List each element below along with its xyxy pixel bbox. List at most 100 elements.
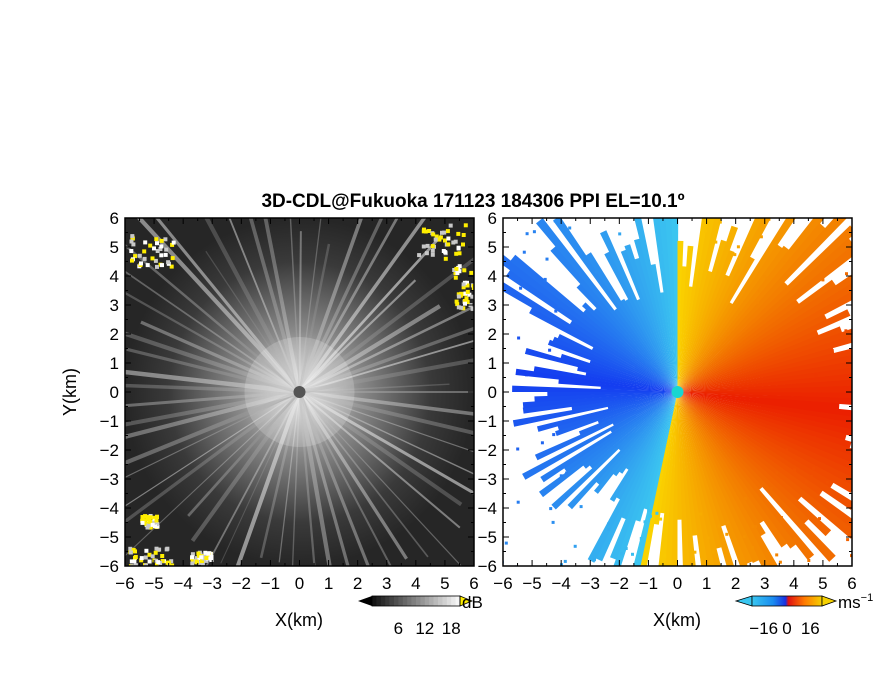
velocity-sector <box>677 385 852 393</box>
echo-cell <box>154 558 159 563</box>
echo-cell <box>434 234 439 239</box>
velocity-sector <box>578 392 678 436</box>
velocity-speckle-cell <box>789 257 792 261</box>
velocity-speckle-cell <box>835 173 838 176</box>
echo-cell <box>446 236 451 241</box>
velocity-speckle-cell <box>573 544 577 548</box>
velocity-speckle-cell <box>611 134 614 137</box>
velocity-sector <box>677 392 771 566</box>
velocity-speckle-cell <box>797 618 800 621</box>
echo-cell <box>128 550 133 555</box>
echo-cell <box>155 264 159 269</box>
y-tick-label: −5 <box>100 528 119 547</box>
velocity-speckle-cell <box>754 525 757 529</box>
velocity-speckle-cell <box>830 349 834 353</box>
velocity-sector <box>625 392 678 470</box>
velocity-speckle-cell <box>693 550 697 554</box>
velocity-sector <box>677 326 843 392</box>
echo-cell <box>130 234 135 239</box>
reflectivity-ray <box>140 320 301 394</box>
reflectivity-ray <box>235 391 302 566</box>
reflectivity-ray <box>125 243 301 393</box>
velocity-sector <box>536 218 678 392</box>
velocity-speckle-cell <box>759 235 763 239</box>
reflectivity-ray <box>298 304 441 394</box>
velocity-speckle-cell <box>807 559 811 562</box>
velocity-sector <box>677 245 852 392</box>
echo-cell <box>430 252 435 257</box>
echo-cell <box>433 237 438 242</box>
velocity-sector <box>585 252 678 392</box>
velocity-speckle-cell <box>859 252 862 255</box>
echo-cell <box>443 256 448 261</box>
echo-cell <box>154 237 159 242</box>
velocity-sector <box>610 392 678 433</box>
echo-cell <box>163 252 168 257</box>
velocity-sector <box>550 246 678 392</box>
velocity-speckle-cell <box>796 193 799 196</box>
colorbar-step <box>372 596 377 606</box>
velocity-speckle-cell <box>871 491 874 494</box>
velocity-sector <box>624 244 678 392</box>
reflectivity-ray <box>298 243 331 393</box>
x-tick-label: −4 <box>173 574 192 593</box>
velocity-sector <box>547 391 678 397</box>
echo-cell <box>194 559 199 564</box>
colorbar-unit-exponent: −1 <box>861 592 874 604</box>
velocity-speckle-cell <box>821 278 825 282</box>
velocity-speckle-cell <box>655 511 659 515</box>
velocity-speckle-cell <box>614 620 617 623</box>
colorbar-over-arrow <box>821 595 838 607</box>
velocity-speckle-cell <box>549 507 553 511</box>
echo-cell <box>196 551 201 556</box>
velocity-sector <box>677 392 682 520</box>
velocity-sector <box>677 291 852 392</box>
reflectivity-ray <box>125 369 300 395</box>
velocity-speckle-cell <box>778 560 782 564</box>
reflectivity-ray <box>205 250 301 393</box>
echo-cell <box>425 243 430 248</box>
echo-cell <box>133 563 138 566</box>
echo-cell <box>153 524 157 529</box>
velocity-speckle-cell <box>504 541 508 545</box>
echo-cell <box>131 242 136 247</box>
chart-title: 3D-CDL@Fukuoka 171123 184306 PPI EL=10.1… <box>261 191 684 212</box>
reflectivity-ray <box>126 347 300 394</box>
echo-cell <box>155 249 160 253</box>
velocity-speckle-cell <box>749 160 752 163</box>
velocity-speckle-cell <box>481 230 484 233</box>
velocity-sector <box>583 392 678 469</box>
velocity-sector <box>677 392 721 566</box>
echo-cell <box>454 266 459 271</box>
echo-cell <box>145 263 150 268</box>
reflectivity-ray <box>125 389 301 440</box>
velocity-speckle-cell <box>775 471 779 475</box>
x-tick-label: −1 <box>639 574 658 593</box>
velocity-sector <box>604 251 678 392</box>
x-tick-label: 0 <box>295 574 304 593</box>
velocity-speckle-cell <box>848 188 851 191</box>
velocity-speckle-cell <box>759 223 763 227</box>
velocity-speckle-cell <box>742 535 746 539</box>
velocity-sector <box>677 222 826 392</box>
velocity-sector <box>624 299 678 392</box>
velocity-speckle-cell <box>714 240 718 244</box>
velocity-sector <box>677 348 852 392</box>
velocity-speckle-cell <box>699 512 703 516</box>
echo-cell <box>463 223 468 228</box>
velocity-speckle-cell <box>717 524 721 528</box>
x-tick-label: −6 <box>493 574 512 593</box>
echo-cell <box>417 253 422 258</box>
echo-cell <box>462 268 467 273</box>
velocity-sector <box>653 218 678 392</box>
x-tick-label: 3 <box>382 574 391 593</box>
colorbar-tick-label: 12 <box>415 619 434 638</box>
velocity-speckle-cell <box>673 157 676 160</box>
echo-cell <box>471 284 474 288</box>
velocity-sector <box>677 392 698 536</box>
echo-cell <box>430 248 435 253</box>
velocity-sector <box>677 238 852 392</box>
echo-cell <box>154 562 159 566</box>
y-tick-label: 5 <box>488 238 497 257</box>
